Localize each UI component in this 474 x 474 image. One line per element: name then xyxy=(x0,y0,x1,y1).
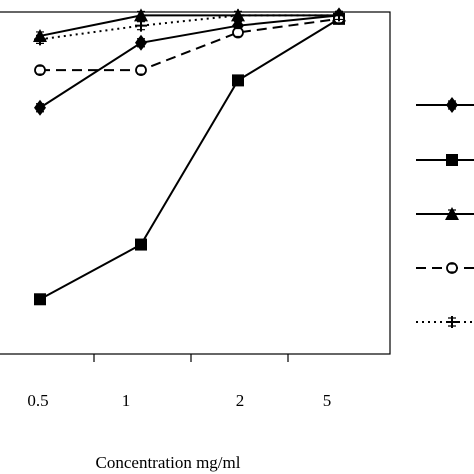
series-2-point-2-errorbar xyxy=(137,239,145,250)
series-2-point-1-errorbar xyxy=(36,294,44,304)
series-4-point-3-shape xyxy=(232,26,244,39)
series-4-line xyxy=(40,17,340,72)
legend-marker-2-errorbar xyxy=(448,155,456,165)
series-2-point-3-errorbar xyxy=(234,75,242,85)
series-5-point-2 xyxy=(135,19,147,32)
series-4-point-1 xyxy=(34,64,46,77)
x-axis-label: Concentration mg/ml xyxy=(96,453,241,472)
legend-entry-5 xyxy=(416,316,474,328)
x-tick-label-2: 2 xyxy=(236,391,245,410)
series-4-point-2-shape xyxy=(135,64,147,77)
series-5-point-3-errorbar xyxy=(234,10,242,21)
legend-marker-1 xyxy=(446,97,458,113)
series-1-point-2-errorbar xyxy=(137,38,145,48)
series-4-point-3-errorbar xyxy=(234,27,242,38)
x-tick-label-3: 5 xyxy=(323,391,332,410)
series-4-point-1-errorbar xyxy=(36,65,44,75)
legend-marker-4 xyxy=(446,262,458,274)
series-2 xyxy=(34,12,345,306)
series-1-point-2-shape xyxy=(135,34,147,51)
legend-marker-3 xyxy=(445,207,459,220)
x-tick-labels: 0.5 1 2 5 xyxy=(27,391,331,410)
series-2-point-1-shape xyxy=(34,293,46,306)
legend-marker-1-errorbar xyxy=(448,100,456,110)
legend-marker-4-errorbar xyxy=(448,263,456,273)
series-5 xyxy=(34,9,345,46)
plot-frame xyxy=(0,11,391,355)
series-1-line xyxy=(39,14,340,109)
legend-marker-3-errorbar xyxy=(448,209,456,219)
series-4 xyxy=(34,12,345,77)
legend-marker-5-errorbar xyxy=(448,317,456,327)
series-5-point-1 xyxy=(34,33,46,46)
series-4-point-2 xyxy=(135,64,147,77)
legend-entry-2 xyxy=(416,154,474,166)
legend xyxy=(416,97,474,328)
series-5-point-1-errorbar xyxy=(36,34,44,44)
series-2-point-2 xyxy=(135,238,147,251)
series-1-point-1-errorbar xyxy=(36,103,44,113)
series-5-point-4-errorbar xyxy=(335,10,343,21)
series-5-line xyxy=(39,14,339,41)
series-2-point-2-shape xyxy=(135,238,147,251)
x-axis-ticks xyxy=(93,354,289,362)
series-3 xyxy=(33,8,346,42)
series-3-point-2-errorbar xyxy=(137,10,145,21)
series-1 xyxy=(34,7,345,116)
legend-marker-3-shape xyxy=(445,207,459,220)
series-2-line xyxy=(39,17,340,301)
series-3-point-2 xyxy=(134,8,148,22)
series-3-line xyxy=(39,14,339,37)
legend-entry-4 xyxy=(416,262,474,274)
series-4-point-1-shape xyxy=(34,64,46,77)
x-tick-label-1: 1 xyxy=(122,391,131,410)
x-tick-label-0: 0.5 xyxy=(27,391,48,410)
series-1-point-1-shape xyxy=(34,99,46,116)
series-3-point-2-shape xyxy=(134,8,148,22)
series-layer xyxy=(33,7,346,306)
series-2-point-1 xyxy=(34,293,46,306)
series-4-point-2-errorbar xyxy=(137,65,145,75)
series-1-point-2 xyxy=(135,34,147,51)
series-2-point-3-shape xyxy=(232,74,244,87)
series-5-point-2-errorbar xyxy=(137,21,145,31)
series-4-point-3 xyxy=(232,26,244,39)
legend-entry-3 xyxy=(416,207,474,220)
legend-marker-2 xyxy=(446,154,458,166)
series-5-point-3 xyxy=(232,9,244,22)
legend-marker-5 xyxy=(446,316,458,328)
legend-marker-2-shape xyxy=(446,154,458,166)
series-2-point-3 xyxy=(232,74,244,87)
legend-entry-1 xyxy=(416,97,474,113)
legend-marker-1-shape xyxy=(446,97,458,113)
series-5-point-4 xyxy=(333,9,345,22)
legend-marker-4-shape xyxy=(446,262,458,274)
series-1-point-1 xyxy=(34,99,46,116)
